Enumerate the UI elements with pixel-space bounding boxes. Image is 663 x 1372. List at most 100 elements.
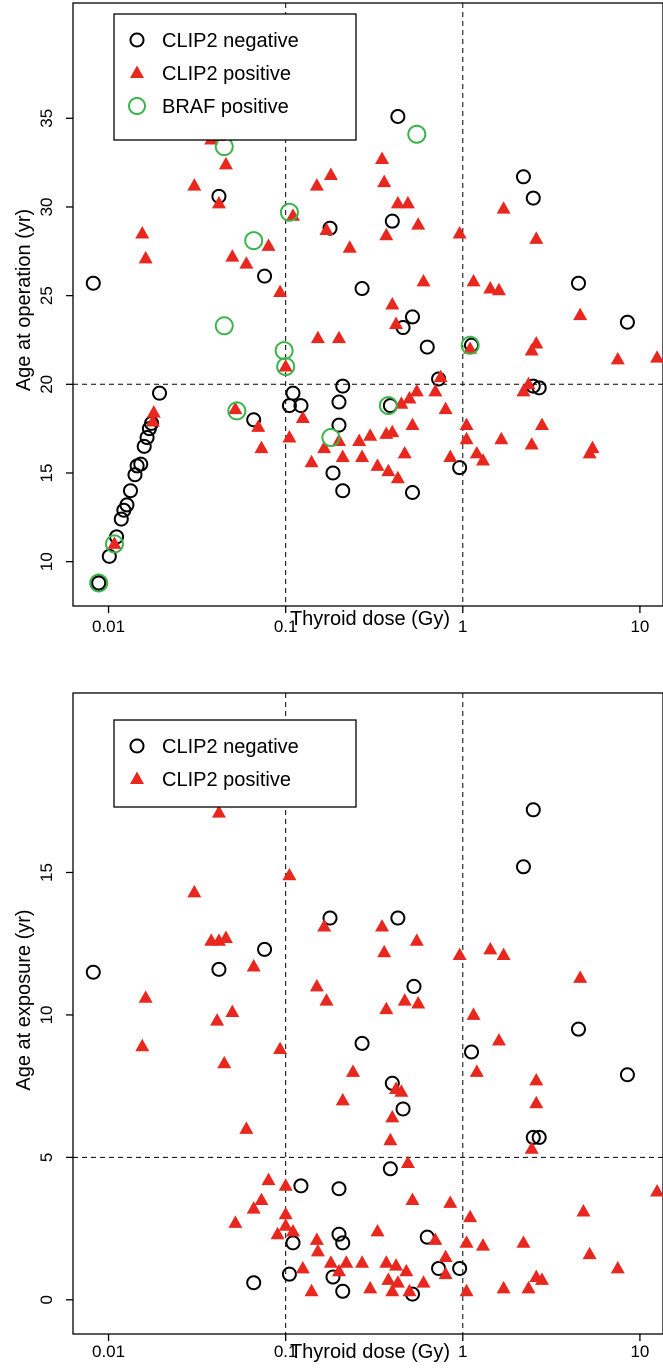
data-point	[385, 424, 400, 438]
data-point	[282, 867, 297, 881]
data-point	[573, 970, 588, 983]
data-point	[310, 330, 325, 344]
data-point	[239, 1121, 254, 1134]
data-point	[278, 359, 293, 372]
y-tick-label: 20	[37, 375, 56, 394]
data-point	[529, 231, 544, 244]
data-point	[210, 1013, 225, 1026]
data-point	[381, 1272, 396, 1285]
data-point	[494, 431, 509, 445]
data-point	[452, 1260, 468, 1276]
data-point	[211, 961, 227, 977]
data-point	[89, 573, 109, 593]
series-clip2-positive	[135, 805, 663, 1297]
data-point	[91, 575, 107, 591]
data-point	[309, 178, 324, 191]
data-point	[384, 213, 400, 229]
data-point	[227, 401, 247, 421]
data-point	[390, 109, 406, 125]
data-point	[411, 996, 426, 1009]
data-point	[254, 440, 269, 454]
data-point	[382, 1161, 398, 1177]
data-point	[85, 964, 101, 980]
data-point	[397, 445, 412, 459]
data-point	[390, 195, 405, 209]
data-point	[211, 195, 226, 209]
data-point	[218, 930, 233, 943]
data-point	[389, 1258, 404, 1271]
data-point	[285, 1235, 301, 1251]
data-point	[133, 456, 149, 472]
y-tick-label: 15	[37, 464, 56, 483]
data-point	[443, 1195, 458, 1208]
data-point	[355, 449, 370, 462]
data-point	[452, 947, 467, 961]
data-point	[145, 414, 160, 427]
x-tick-label: 10	[630, 617, 649, 636]
data-point	[304, 454, 319, 468]
data-point	[354, 1035, 370, 1051]
data-point	[576, 1203, 591, 1217]
data-point	[469, 1064, 484, 1077]
data-point	[273, 284, 288, 298]
data-point	[295, 410, 310, 423]
legend-marker	[130, 771, 144, 784]
data-point	[375, 151, 390, 165]
y-tick-label: 35	[37, 109, 56, 128]
data-point	[285, 385, 301, 401]
data-point	[293, 1178, 309, 1194]
series-braf-positive	[89, 124, 480, 593]
x-tick-label: 0.1	[274, 1342, 298, 1361]
data-point	[218, 156, 233, 170]
y-axis-label: Age at operation (yr)	[13, 209, 35, 391]
data-point	[104, 534, 124, 554]
data-point	[346, 1064, 361, 1077]
data-point	[397, 993, 412, 1006]
data-point	[466, 273, 481, 287]
plot-frame	[72, 2, 663, 607]
data-point	[282, 430, 297, 443]
data-point	[515, 859, 531, 875]
legend: CLIP2 negative CLIP2 positive BRAF positiv…	[113, 13, 357, 141]
x-axis-label: Thyroid dose (Gy)	[290, 608, 450, 630]
data-point	[331, 394, 347, 410]
data-point	[278, 1206, 293, 1220]
data-point	[378, 396, 398, 416]
data-point	[377, 944, 392, 958]
data-point	[389, 316, 404, 329]
data-point	[85, 275, 101, 291]
data-point	[516, 1235, 531, 1248]
data-point	[211, 805, 226, 818]
data-point	[475, 453, 490, 466]
data-point	[122, 483, 138, 499]
data-point	[438, 401, 453, 415]
data-point	[438, 1249, 453, 1263]
data-point	[585, 440, 600, 454]
data-point	[187, 178, 202, 191]
data-point	[459, 1283, 474, 1297]
data-point	[225, 1004, 240, 1018]
data-point	[293, 398, 309, 414]
data-point	[246, 412, 262, 428]
data-point	[152, 385, 168, 401]
data-point	[379, 1255, 394, 1268]
data-point	[529, 1095, 544, 1109]
data-point	[402, 1283, 417, 1297]
data-point	[261, 1172, 276, 1186]
data-point	[304, 1283, 319, 1297]
data-point	[138, 990, 153, 1003]
data-point	[610, 1260, 625, 1274]
data-point	[428, 1232, 443, 1245]
data-point	[135, 1038, 150, 1052]
data-point	[251, 419, 266, 432]
data-point	[138, 250, 153, 264]
data-point	[319, 993, 334, 1006]
data-point	[525, 1129, 541, 1145]
data-point	[370, 1223, 385, 1237]
data-point	[309, 1232, 324, 1245]
data-point	[650, 350, 663, 363]
data-point	[119, 497, 135, 513]
data-point	[433, 369, 448, 383]
data-point	[342, 240, 357, 253]
